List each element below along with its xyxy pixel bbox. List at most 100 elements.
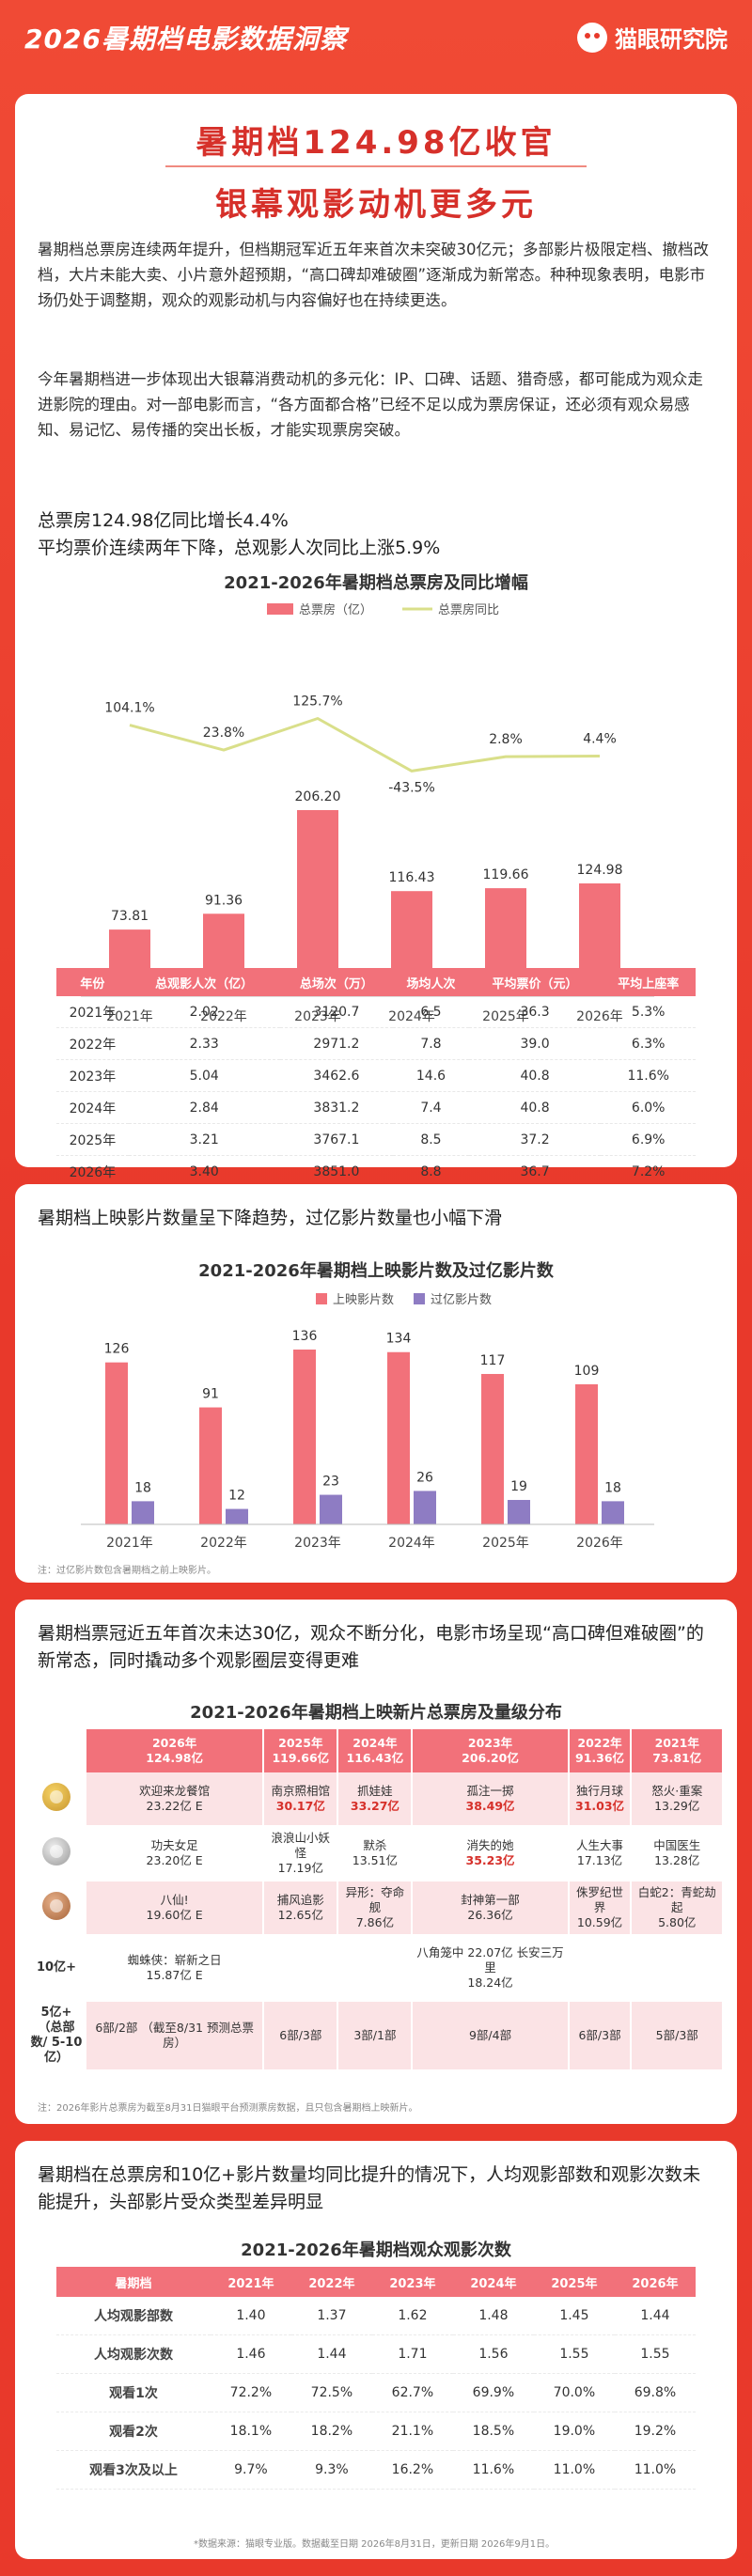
film-box-office: 30.17亿: [275, 1799, 325, 1813]
stats-cell: 40.8: [468, 1060, 602, 1092]
legend-label-released: 上映影片数: [333, 1293, 394, 1307]
viewing-cell: 11.6%: [452, 2451, 534, 2490]
film-count-chart: 上映影片数 过亿影片数 126 18 91 12 136 23 134 26 117 19 109 18…: [81, 1293, 654, 1551]
tier-year: 2023年: [467, 1736, 513, 1750]
x-tick-2024年: 2024年: [388, 1009, 435, 1024]
bar-label-released-2021年: 126: [104, 1342, 130, 1357]
bar-label-2025年: 119.66: [483, 867, 529, 882]
film-title: 独行月球: [576, 1784, 624, 1798]
hero-divider: [165, 165, 587, 167]
tier-cell: 5部/3部: [632, 2002, 724, 2071]
film-title: 欢迎来龙餐馆: [139, 1784, 211, 1798]
section4-heading: 暑期档在总票房和10亿+影片数量均同比提升的情况下，人均观影部数和观影次数未能提…: [38, 2164, 701, 2212]
stats-cell: 6.3%: [601, 1028, 696, 1060]
bar-label-100m-2022年: 12: [228, 1489, 245, 1504]
viewing-row-label: 人均观影部数: [56, 2297, 211, 2335]
stats-cell: 14.6: [393, 1060, 469, 1092]
tier-cell: 人生大事 17.13亿: [569, 1827, 633, 1881]
viewing-cell: 72.5%: [290, 2374, 372, 2412]
viewing-cell: 1.46: [210, 2335, 291, 2374]
x-tick-2021年: 2021年: [106, 1009, 153, 1024]
gold-medal-icon: [42, 1782, 70, 1811]
tier-cell: 白蛇2：青蛇劫起 5.80亿: [632, 1881, 724, 1936]
bar-label-100m-2026年: 18: [604, 1480, 621, 1495]
bar-label-2021年: 73.81: [111, 909, 149, 924]
viewing-row: 观看2次 18.1% 18.2% 21.1% 18.5% 19.0% 19.2%: [56, 2412, 696, 2451]
bar-released-2025年: [481, 1373, 504, 1524]
tier-note: 注：2026年影片总票房为截至8月31日猫眼平台预测票房数据，且只包含暑期档上映…: [38, 2103, 418, 2114]
viewing-row: 人均观影部数 1.40 1.37 1.62 1.48 1.45 1.44: [56, 2297, 696, 2335]
yoy-label-2025年: 2.8%: [489, 732, 523, 747]
x-tick-2025年: 2025年: [482, 1009, 529, 1024]
viewing-cell: 11.0%: [533, 2451, 615, 2490]
tier-year: 2024年: [352, 1736, 398, 1750]
stats-cell: 6.5: [393, 996, 469, 1028]
section1-heading-2: 平均票价连续两年下降，总观影人次同比上涨5.9%: [38, 538, 441, 558]
viewing-cell: 1.44: [290, 2335, 372, 2374]
film-title: 消失的她: [466, 1838, 514, 1852]
tier-row-label: 10亿+: [28, 1936, 86, 2002]
bar-label-2022年: 91.36: [205, 893, 243, 908]
film-title: 中国医生: [653, 1838, 701, 1852]
tier-year-header: 2022年 91.36亿: [569, 1729, 633, 1772]
stats-cell: 7.4: [393, 1092, 469, 1124]
viewing-row: 观看3次及以上 9.7% 9.3% 16.2% 11.6% 11.0% 11.0%: [56, 2451, 696, 2490]
section2-heading: 暑期档上映影片数量呈下降趋势，过亿影片数量也小幅下滑: [38, 1208, 503, 1228]
tier-cell: 3部/1部: [338, 2002, 414, 2071]
stats-row: 2023年 5.04 3462.6 14.6 40.8 11.6%: [56, 1060, 696, 1092]
stats-cell: 8.8: [393, 1156, 469, 1188]
stats-cell: 36.3: [468, 996, 602, 1028]
film-box-office: 23.20亿 E: [146, 1853, 203, 1867]
tier-row-silver: 功夫女足 23.20亿 E 浪浪山小妖怪 17.19亿 默杀 13.51亿 消失的她 35.2…: [28, 1827, 724, 1881]
stats-cell: 2021年: [56, 996, 129, 1028]
stats-cell: 3831.2: [279, 1092, 394, 1124]
x-tick-2022年: 2022年: [200, 1009, 247, 1024]
viewing-cell: 1.55: [533, 2335, 615, 2374]
stats-cell: 2.02: [128, 996, 280, 1028]
film-title: 封神第一部: [461, 1893, 520, 1907]
viewing-row-label: 观看1次: [56, 2374, 211, 2412]
tier-cell: 蜘蛛侠：崭新之日 15.87亿 E: [86, 1936, 265, 2002]
tier-year-header: 2023年 206.20亿: [413, 1729, 570, 1772]
legend-swatch-100m: [414, 1293, 425, 1304]
stats-cell: 3120.7: [279, 996, 394, 1028]
tier-year-header: 2021年 73.81亿: [632, 1729, 724, 1772]
film-title: 侏罗纪世界: [576, 1885, 624, 1914]
film-title: 白蛇2：青蛇劫起: [637, 1885, 716, 1914]
tier-table-title: 2021-2026年暑期档上映新片总票房及量级分布: [190, 1703, 562, 1723]
stats-cell: 2024年: [56, 1092, 129, 1124]
silver-medal-icon: [42, 1836, 70, 1866]
bar-box-office-2023年: [297, 810, 338, 996]
film-title: 怒火·重案: [651, 1784, 703, 1798]
tier-cell: [338, 1936, 414, 2002]
tier-cell: 6部/2部 （截至8/31 预测总票房）: [86, 2002, 265, 2071]
viewing-cell: 9.7%: [210, 2451, 291, 2490]
tier-cell: 浪浪山小妖怪 17.19亿: [264, 1827, 339, 1881]
tier-row-tier: 5亿+ （总部数/ 5-10亿） 6部/2部 （截至8/31 预测总票房） 6部/3…: [28, 2002, 724, 2071]
bar-100m-2024年: [414, 1491, 436, 1524]
film-title: 6部/3部: [578, 2028, 621, 2042]
bar-label-2024年: 116.43: [389, 870, 435, 885]
film-title: 人生大事: [576, 1838, 624, 1852]
cat-eye-logo-icon: [577, 22, 607, 53]
stats-cell: 6.0%: [601, 1092, 696, 1124]
film-title: 浪浪山小妖怪: [271, 1831, 331, 1860]
stats-cell: 2025年: [56, 1124, 129, 1156]
stats-cell: 2.33: [128, 1028, 280, 1060]
bar-released-2026年: [575, 1383, 598, 1524]
stats-row: 2026年 3.40 3851.0 8.8 36.7 7.2%: [56, 1156, 696, 1188]
stats-cell: 3851.0: [279, 1156, 394, 1188]
film-box-office: 19.60亿 E: [146, 1908, 203, 1922]
tier-cell: 怒火·重案 13.29亿: [632, 1772, 724, 1827]
viewing-frequency-table: 暑期档 2021年 2022年 2023年 2024年 2025年 2026年 人均观影部数…: [56, 2267, 696, 2490]
viewing-cell: 62.7%: [371, 2374, 453, 2412]
bar-label-2026年: 124.98: [577, 863, 623, 878]
bronze-medal-icon: [42, 1891, 70, 1920]
tier-row-medal: [28, 1827, 86, 1881]
viewing-cell: 16.2%: [371, 2451, 453, 2490]
stats-cell: 2.84: [128, 1092, 280, 1124]
tier-cell: 抓娃娃 33.27亿: [338, 1772, 414, 1827]
film-title: 捕风追影: [276, 1893, 324, 1907]
bar-100m-2023年: [320, 1494, 342, 1524]
tier-cell: 6部/3部: [264, 2002, 339, 2071]
